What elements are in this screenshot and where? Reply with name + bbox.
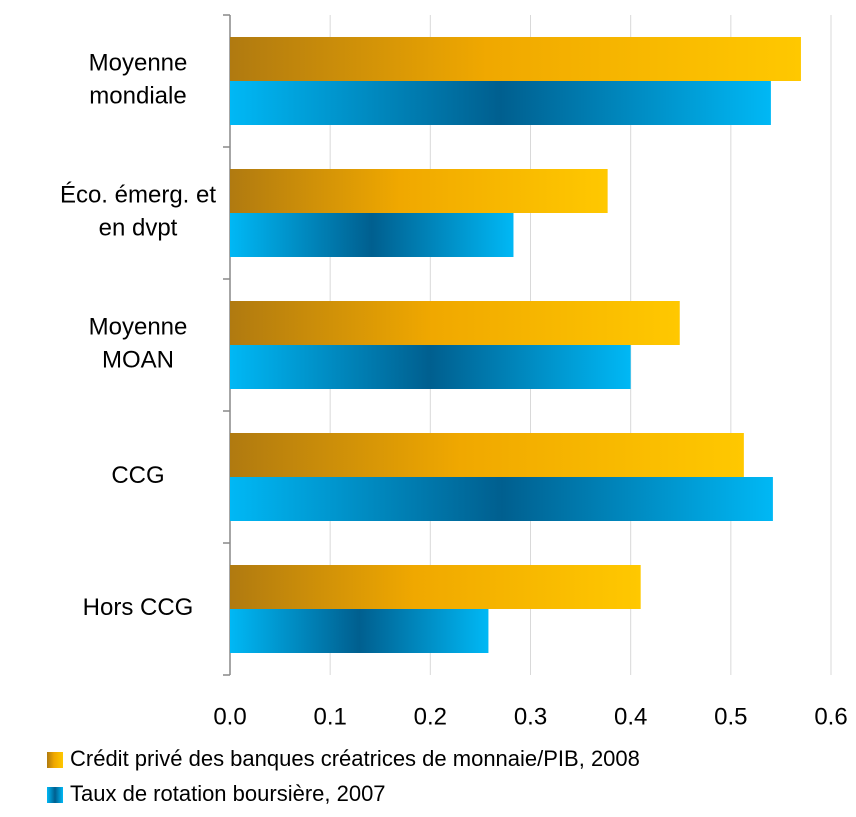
x-tick-label: 0.3: [514, 703, 547, 730]
x-tick-label: 0.4: [614, 703, 647, 730]
legend-label: Taux de rotation boursière, 2007: [70, 781, 386, 806]
x-tick-label: 0.2: [414, 703, 447, 730]
x-tick-label: 0.0: [213, 703, 246, 730]
bar: [230, 433, 744, 477]
legend-label: Crédit privé des banques créatrices de m…: [70, 746, 640, 771]
y-tick-label: Éco. émerg. et en dvpt: [60, 182, 216, 242]
bar: [230, 169, 608, 213]
bar: [230, 37, 801, 81]
bar: [230, 609, 489, 653]
y-tick-label: CCG: [111, 462, 164, 489]
legend-swatch: [47, 787, 63, 803]
x-tick-label: 0.1: [313, 703, 346, 730]
bar: [230, 81, 771, 125]
legend-swatch: [47, 752, 63, 768]
x-tick-label: 0.5: [714, 703, 747, 730]
x-tick-label: 0.6: [814, 703, 847, 730]
bar: [230, 213, 514, 257]
y-tick-label: Hors CCG: [83, 594, 194, 621]
bar: [230, 477, 773, 521]
y-tick-label: Moyenne mondiale: [89, 50, 188, 110]
bar: [230, 565, 641, 609]
bar: [230, 345, 631, 389]
y-tick-label: Moyenne MOAN: [89, 314, 188, 374]
bar: [230, 301, 680, 345]
